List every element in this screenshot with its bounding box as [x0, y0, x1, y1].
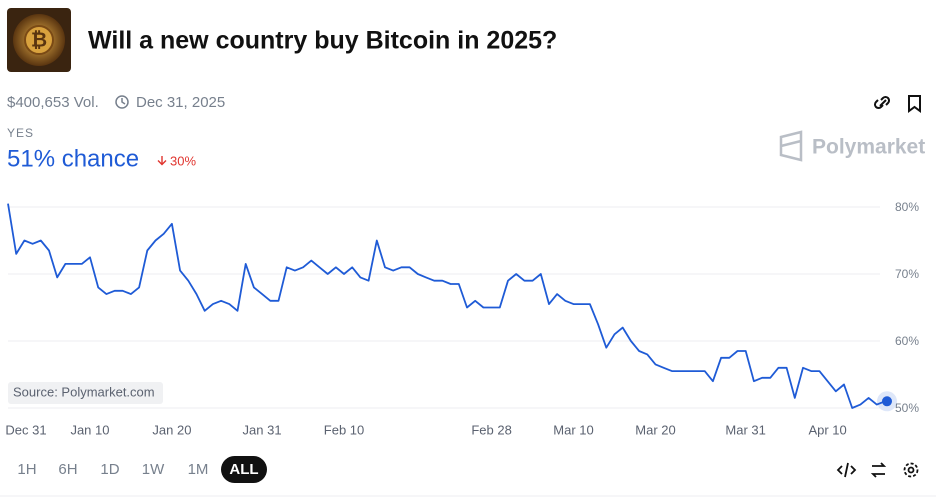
volume: $400,653 Vol. [7, 94, 99, 111]
source-box [8, 382, 163, 404]
clock-icon [115, 95, 129, 109]
x-tick-label: Mar 10 [553, 422, 593, 437]
svg-text:₿: ₿ [31, 29, 47, 51]
swap-icon[interactable] [870, 462, 887, 478]
bookmark-icon[interactable] [908, 95, 921, 113]
brand-logo [779, 130, 803, 162]
x-tick-label: Jan 31 [243, 422, 282, 437]
market-icon: ₿ [7, 8, 71, 72]
x-tick-label: Feb 28 [471, 422, 511, 437]
period-selected[interactable] [221, 456, 267, 483]
period-button[interactable]: ALL [229, 461, 258, 478]
period-button[interactable]: 1H [17, 461, 36, 478]
chance: 51% chance [7, 145, 139, 172]
x-tick-label: Dec 31 [5, 422, 46, 437]
last-point [882, 396, 892, 407]
x-tick-label: Jan 10 [70, 422, 109, 437]
price-line [7, 203, 886, 409]
period-button[interactable]: 6H [58, 461, 77, 478]
y-tick-label: 80% [895, 200, 919, 214]
outcome-label: YES [7, 126, 34, 140]
x-tick-label: Mar 20 [635, 422, 675, 437]
y-tick-label: 50% [895, 401, 919, 415]
period-button[interactable]: 1M [188, 461, 209, 478]
y-tick-label: 70% [895, 267, 919, 281]
x-tick-label: Jan 20 [152, 422, 191, 437]
embed-icon[interactable] [836, 462, 857, 478]
x-tick-label: Mar 31 [725, 422, 765, 437]
end-date: Dec 31, 2025 [136, 94, 225, 111]
x-tick-label: Feb 10 [324, 422, 364, 437]
y-tick-label: 60% [895, 334, 919, 348]
market-title: Will a new country buy Bitcoin in 2025? [88, 27, 557, 55]
source: Source: Polymarket.com [13, 384, 155, 399]
period-button[interactable]: 1W [142, 461, 165, 478]
link-icon[interactable] [873, 95, 891, 110]
brand: Polymarket [812, 136, 925, 159]
period-button[interactable]: 1D [100, 461, 119, 478]
settings-icon[interactable] [903, 462, 919, 478]
change: 30% [170, 153, 196, 168]
plot: 50% 60% 70% 80% Dec 31 Jan 10 Jan 20 Jan 31 Feb … [5, 200, 919, 437]
x-tick-label: Apr 10 [808, 422, 846, 437]
down-arrow [157, 156, 167, 166]
